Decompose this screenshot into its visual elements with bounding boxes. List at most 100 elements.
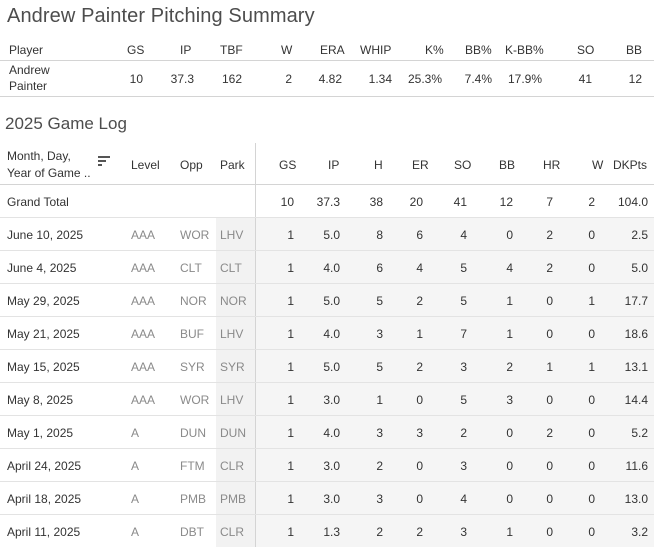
park-cell-shading: [216, 350, 255, 382]
stats-cell-shading: [256, 449, 654, 481]
park-cell-shading: [216, 416, 255, 448]
grand-total-row[interactable]: Grand Total 10 37.3 38 20 41 12 7 2 104.0: [0, 185, 654, 218]
summary-header-bb: BB: [626, 43, 643, 57]
game-hr: 0: [546, 393, 553, 407]
game-er: 6: [416, 228, 423, 242]
game-bb: 0: [506, 426, 513, 440]
game-date: April 24, 2025: [7, 459, 82, 473]
summary-header-so: SO: [577, 43, 595, 57]
game-w: 0: [588, 459, 595, 473]
game-dkpts: 5.0: [631, 261, 648, 275]
summary-header-k-pct: K%: [425, 43, 444, 57]
game-so: 3: [460, 459, 467, 473]
summary-header-bb-pct: BB%: [465, 43, 492, 57]
game-level: AAA: [131, 360, 156, 374]
grand-total-dkpts: 104.0: [617, 195, 648, 209]
game-hr: 0: [546, 294, 553, 308]
game-row[interactable]: May 29, 2025 AAA NOR NOR 1 5.0 5 2 5 1 0 1 17.7: [0, 284, 654, 317]
game-er: 4: [416, 261, 423, 275]
stats-cell-shading: [256, 317, 654, 349]
summary-bb: 12: [628, 72, 642, 86]
game-h: 2: [376, 459, 383, 473]
game-h: 2: [376, 525, 383, 539]
game-dkpts: 11.6: [625, 459, 648, 473]
header-hr: HR: [543, 158, 561, 172]
game-row[interactable]: April 11, 2025 A DBT CLR 1 1.3 2 2 3 1 0 0 3.2: [0, 515, 654, 547]
summary-row[interactable]: Andrew Painter 10 37.3 162 2 4.82 1.34 2…: [0, 61, 654, 97]
game-gs: 1: [287, 525, 294, 539]
summary-ip: 37.3: [170, 72, 194, 86]
grand-total-bb: 12: [499, 195, 513, 209]
game-dkpts: 13.1: [624, 360, 648, 374]
game-row[interactable]: May 21, 2025 AAA BUF LHV 1 4.0 3 1 7 1 0 0 18.6: [0, 317, 654, 350]
game-dkpts: 13.0: [624, 492, 648, 506]
game-opp: WOR: [180, 393, 210, 407]
game-h: 8: [376, 228, 383, 242]
game-er: 1: [416, 327, 423, 341]
game-hr: 0: [546, 525, 553, 539]
game-row[interactable]: June 4, 2025 AAA CLT CLT 1 4.0 6 4 5 4 2 0 5.0: [0, 251, 654, 284]
game-so: 4: [460, 492, 467, 506]
game-so: 5: [460, 294, 467, 308]
game-h: 3: [376, 492, 383, 506]
game-row[interactable]: April 18, 2025 A PMB PMB 1 3.0 3 0 4 0 0 0 13.0: [0, 482, 654, 515]
game-park: PMB: [220, 492, 247, 506]
summary-w: 2: [285, 72, 292, 86]
park-cell-shading: [216, 284, 255, 316]
grand-total-h: 38: [369, 195, 383, 209]
game-hr: 1: [546, 360, 553, 374]
stats-cell-shading: [256, 251, 654, 283]
game-date: May 29, 2025: [7, 294, 80, 308]
game-opp: PMB: [180, 492, 207, 506]
game-date: April 18, 2025: [7, 492, 82, 506]
game-gs: 1: [287, 294, 294, 308]
game-row[interactable]: June 10, 2025 AAA WOR LHV 1 5.0 8 6 4 0 2 0 2.5: [0, 218, 654, 251]
summary-header-player: Player: [9, 43, 44, 57]
game-row[interactable]: April 24, 2025 A FTM CLR 1 3.0 2 0 3 0 0 0 11.6: [0, 449, 654, 482]
summary-header-w: W: [281, 43, 293, 57]
game-dkpts: 18.6: [624, 327, 648, 341]
game-opp: WOR: [180, 228, 210, 242]
grand-total-hr: 7: [546, 195, 553, 209]
game-ip: 5.0: [323, 228, 340, 242]
header-park: Park: [220, 158, 245, 172]
game-bb: 1: [506, 327, 513, 341]
game-ip: 1.3: [323, 525, 340, 539]
game-hr: 0: [546, 459, 553, 473]
game-bb: 4: [506, 261, 513, 275]
game-row[interactable]: May 1, 2025 A DUN DUN 1 4.0 3 3 2 0 2 0 5.2: [0, 416, 654, 449]
game-log-title: 2025 Game Log: [5, 114, 127, 133]
header-date-line1[interactable]: Month, Day,: [7, 149, 71, 163]
game-level: A: [131, 492, 140, 506]
game-gs: 1: [287, 393, 294, 407]
summary-header-ip: IP: [180, 43, 192, 57]
game-gs: 1: [287, 459, 294, 473]
game-gs: 1: [287, 492, 294, 506]
grand-total-gs: 10: [280, 195, 294, 209]
game-bb: 0: [506, 459, 513, 473]
header-ip: IP: [328, 158, 340, 172]
game-dkpts: 3.2: [631, 525, 648, 539]
game-opp: CLT: [180, 261, 202, 275]
game-w: 0: [588, 525, 595, 539]
header-gs: GS: [279, 158, 297, 172]
summary-header-whip: WHIP: [360, 43, 392, 57]
game-park: CLR: [220, 525, 245, 539]
header-dkpts: DKPts: [613, 158, 648, 172]
header-date-line2[interactable]: Year of Game ..: [7, 166, 91, 180]
game-row[interactable]: May 8, 2025 AAA WOR LHV 1 3.0 1 0 5 3 0 0 14.4: [0, 383, 654, 416]
game-level: A: [131, 459, 140, 473]
game-bb: 3: [506, 393, 513, 407]
sort-descending-icon[interactable]: [98, 155, 110, 167]
game-ip: 5.0: [323, 360, 340, 374]
game-so: 2: [460, 426, 467, 440]
game-date: April 11, 2025: [7, 525, 81, 539]
game-h: 3: [376, 327, 383, 341]
game-opp: BUF: [180, 327, 204, 341]
header-opp: Opp: [180, 158, 203, 172]
game-h: 5: [376, 360, 383, 374]
game-gs: 1: [287, 228, 294, 242]
game-row[interactable]: May 15, 2025 AAA SYR SYR 1 5.0 5 2 3 2 1 1 13.1: [0, 350, 654, 383]
game-park: CLR: [220, 459, 245, 473]
game-w: 1: [588, 294, 595, 308]
